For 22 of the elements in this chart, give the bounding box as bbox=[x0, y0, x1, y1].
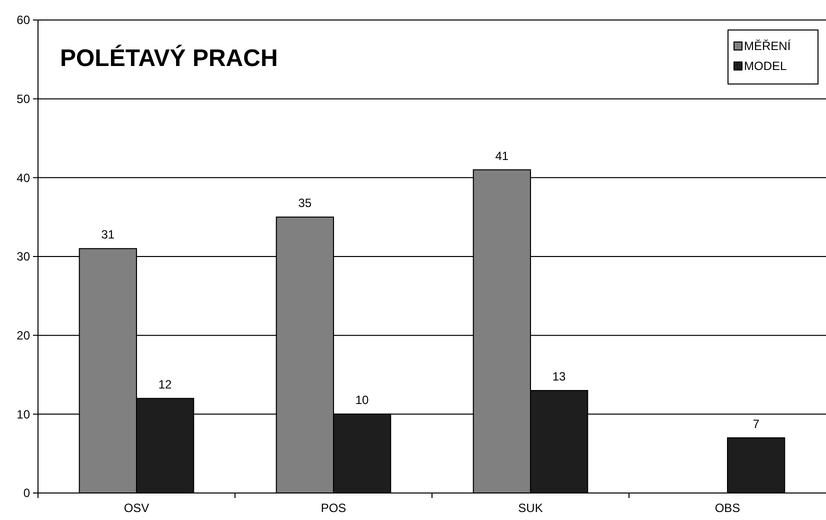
data-label: 10 bbox=[355, 393, 370, 408]
x-tick-label: OSV bbox=[124, 501, 150, 515]
y-tick-label: 60 bbox=[16, 13, 30, 28]
text: POLÉTAVÝ PRACH bbox=[60, 44, 278, 72]
y-tick-label: 40 bbox=[16, 170, 30, 185]
y-tick-label: 10 bbox=[16, 407, 30, 422]
data-label: 13 bbox=[552, 370, 566, 384]
data-label: 35 bbox=[298, 196, 312, 210]
bar bbox=[727, 437, 786, 494]
y-tick-label: 20 bbox=[16, 328, 30, 343]
x-tick-label: OBS bbox=[714, 501, 740, 515]
data-label: 41 bbox=[495, 148, 509, 163]
legend-label: MĚŘENÍ bbox=[744, 39, 792, 53]
data-label: 7 bbox=[752, 416, 760, 431]
x-tick-label: SUK bbox=[518, 501, 543, 515]
data-label: 12 bbox=[158, 377, 172, 392]
y-tick-label: 0 bbox=[23, 486, 30, 500]
y-tick-label: 30 bbox=[16, 250, 30, 264]
y-tick-label: 50 bbox=[16, 92, 30, 106]
x-tick-label: POS bbox=[320, 501, 346, 515]
data-label: 31 bbox=[101, 228, 115, 242]
legend-label: MODEL bbox=[744, 59, 787, 73]
